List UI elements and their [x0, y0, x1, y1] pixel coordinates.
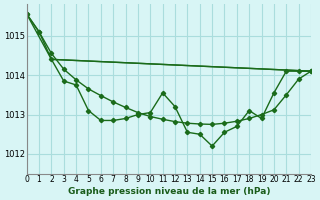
- X-axis label: Graphe pression niveau de la mer (hPa): Graphe pression niveau de la mer (hPa): [68, 187, 270, 196]
